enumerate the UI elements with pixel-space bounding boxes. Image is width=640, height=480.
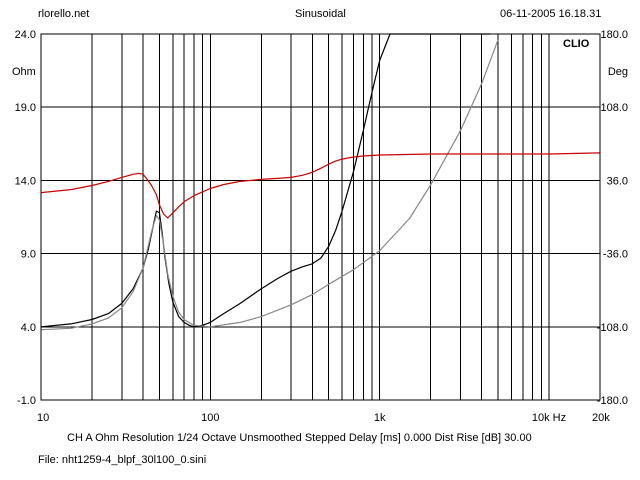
x-tick-label: 10: [37, 412, 49, 424]
y-left-tick-label: 9.0: [21, 249, 36, 261]
measurement-type: Sinusoidal: [295, 8, 346, 20]
site-name: rlorello.net: [38, 8, 90, 20]
file-name: File: nht1259-4_blpf_30l100_0.sini: [38, 454, 207, 466]
clio-brand: CLIO: [563, 38, 590, 50]
y-left-tick-label: 4.0: [21, 322, 36, 334]
y-left-tick-label: -1.0: [17, 395, 36, 407]
plot-frame: [40, 33, 601, 401]
plot-area: [41, 34, 600, 400]
impedance-curve-black: [40, 33, 491, 328]
x-tick-label: 10k Hz: [532, 412, 566, 424]
y-right-tick-label: 180.0: [600, 29, 628, 41]
y-left-unit: Ohm: [12, 66, 36, 78]
x-tick-label: 20k: [592, 412, 610, 424]
timestamp: 06-11-2005 16.18.31: [500, 8, 602, 20]
phase-curve-red: [40, 152, 601, 219]
impedance-curve-gray: [40, 39, 499, 331]
y-left-tick-label: 14.0: [15, 175, 36, 187]
x-tick-label: 1k: [374, 412, 386, 424]
y-right-tick-label: -108.0: [597, 322, 628, 334]
y-right-tick-label: 108.0: [600, 102, 628, 114]
y-right-unit: Deg: [608, 66, 628, 78]
y-left-tick-label: 24.0: [15, 29, 36, 41]
y-left-tick-label: 19.0: [15, 102, 36, 114]
x-tick-label: 100: [201, 412, 219, 424]
series-group: [40, 33, 601, 331]
acquisition-settings: CH A Ohm Resolution 1/24 Octave Unsmooth…: [67, 432, 532, 444]
grid: [41, 34, 600, 400]
y-right-tick-label: -180.0: [597, 395, 628, 407]
y-right-tick-label: -36.0: [603, 249, 628, 261]
y-right-tick-label: 36.0: [607, 175, 628, 187]
tick-labels: 24.0 19.0 14.0 9.0 4.0 -1.0 Ohm 180.0 108.0 36.0 -…: [12, 29, 628, 424]
